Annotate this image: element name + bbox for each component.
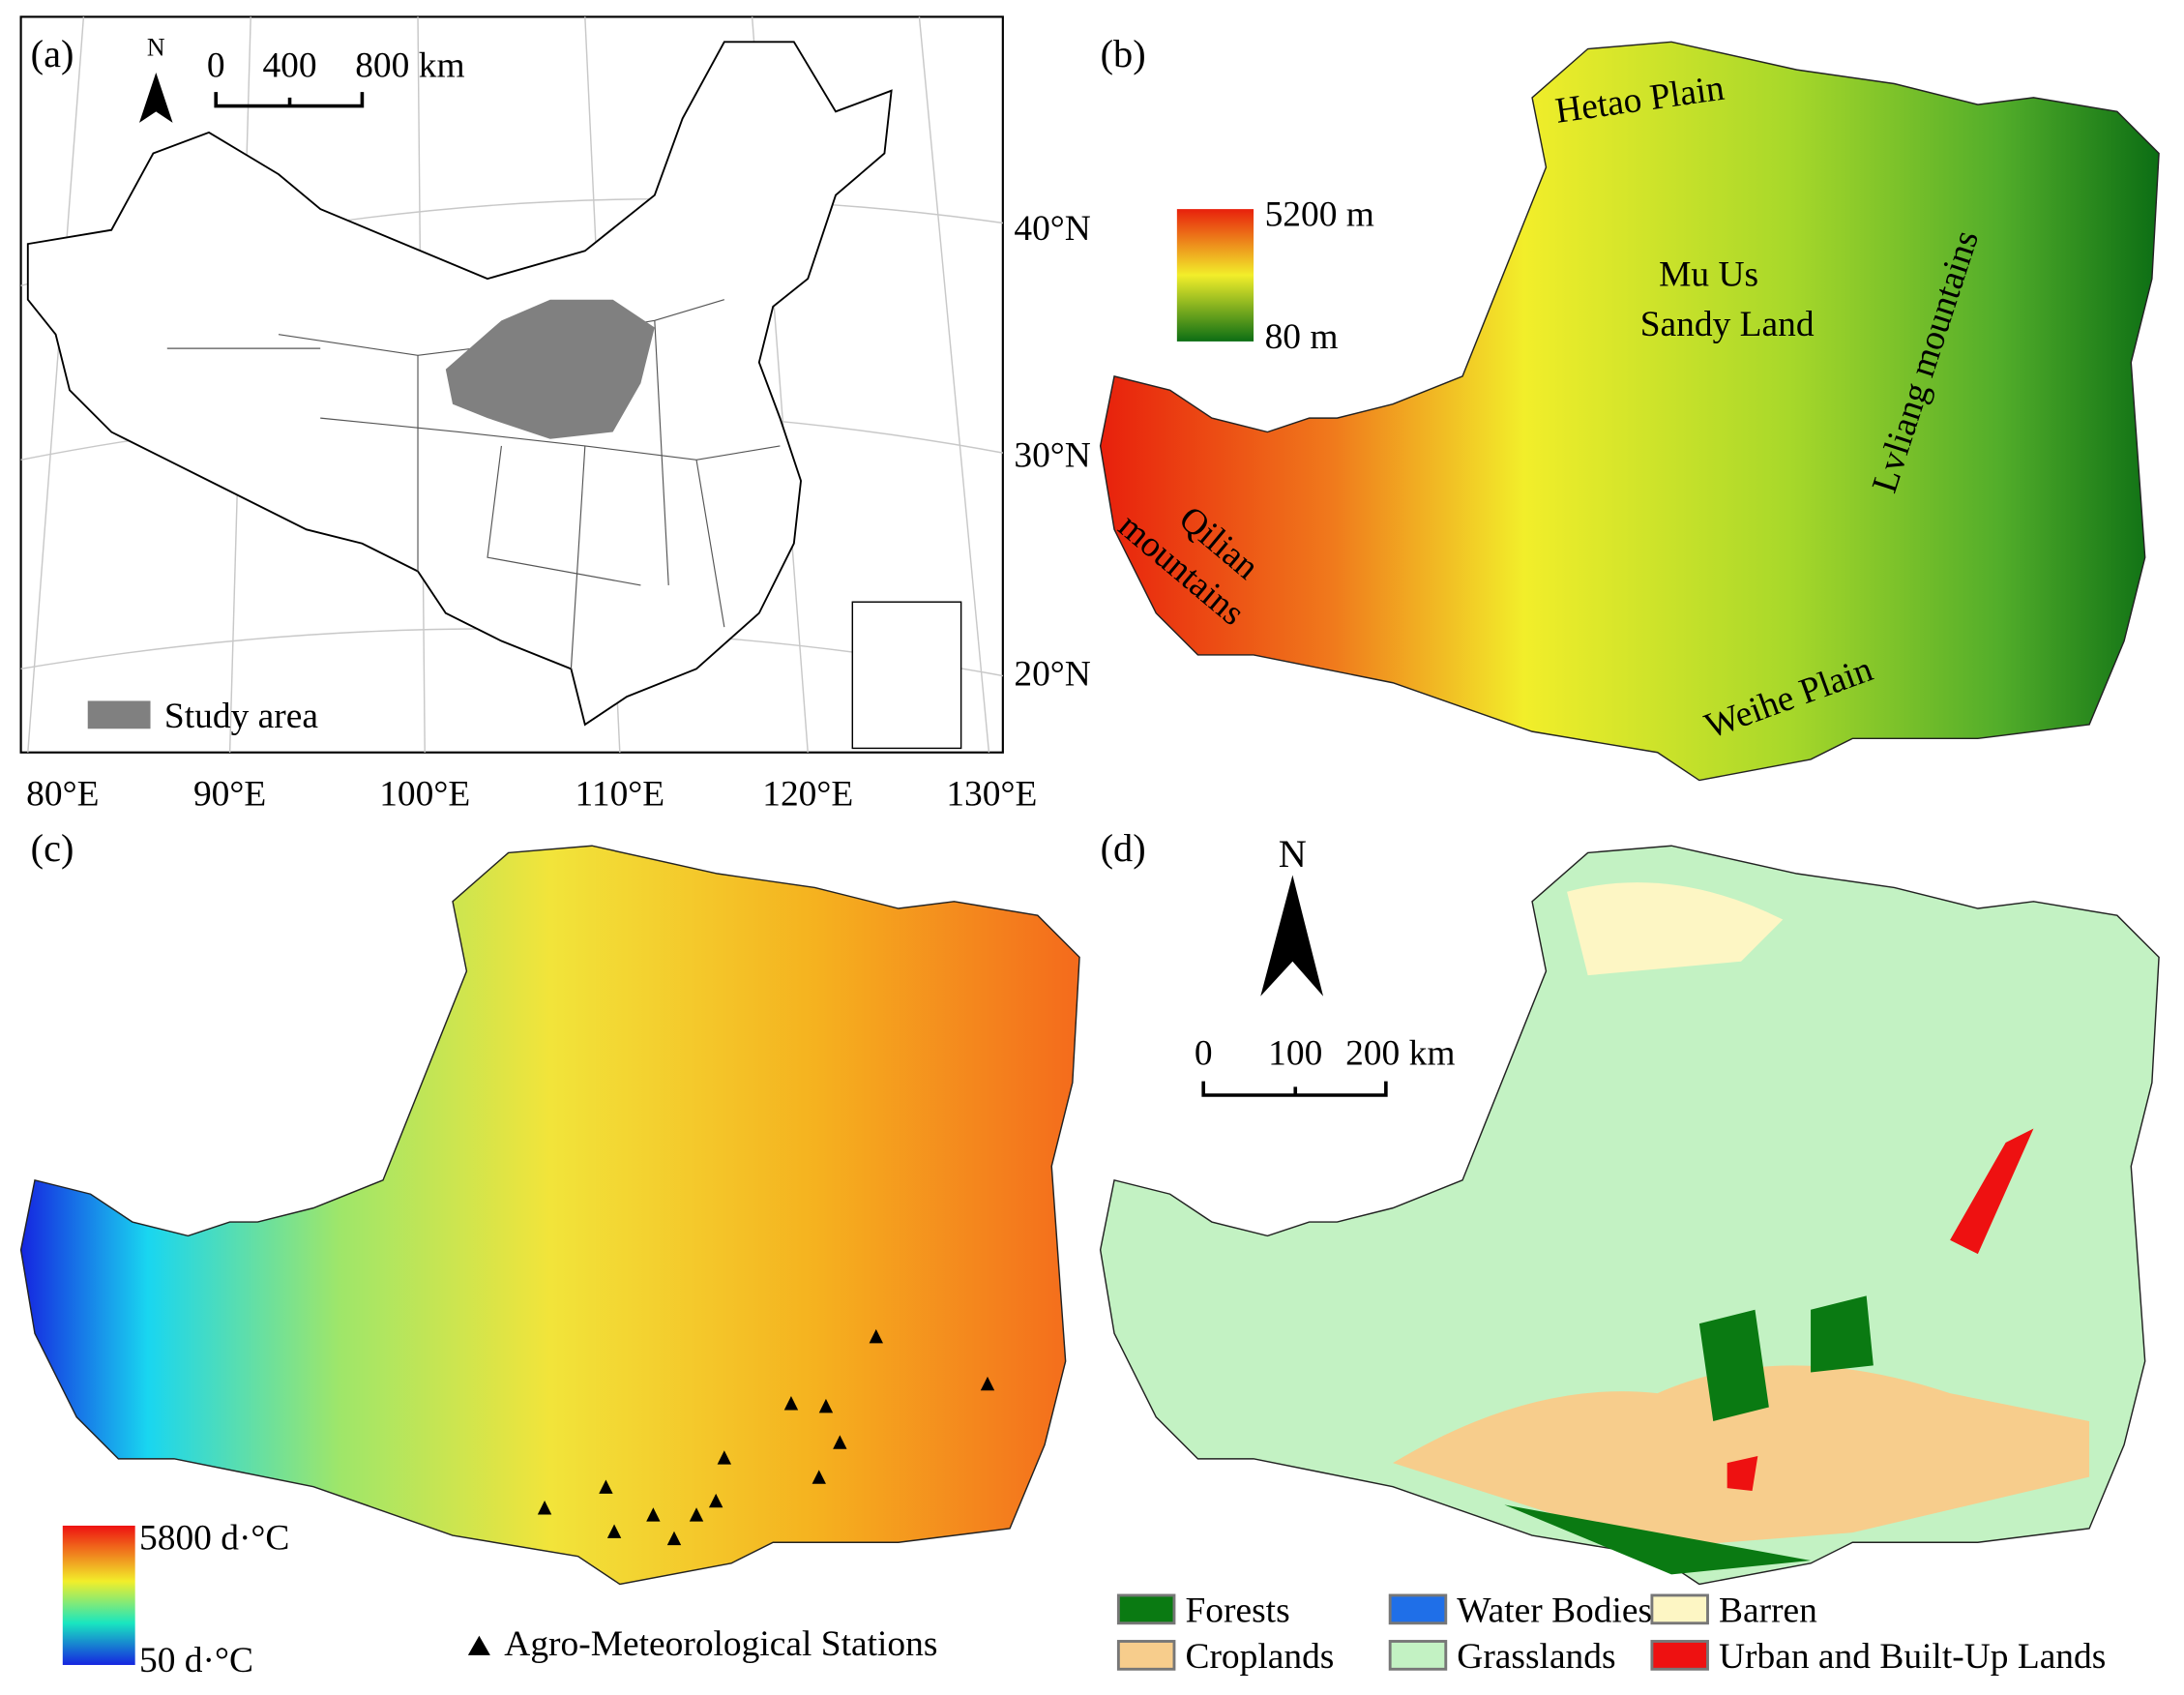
legend-label: Water Bodies bbox=[1457, 1591, 1652, 1630]
lon-label: 130°E bbox=[946, 774, 1037, 814]
station bbox=[537, 1501, 552, 1515]
urban-area bbox=[1727, 1128, 2034, 1491]
legend-swatch bbox=[1650, 1640, 1709, 1671]
legend-max: 5800 d·°C bbox=[139, 1518, 289, 1558]
legend-colorbar bbox=[1176, 209, 1254, 342]
lat-label: 40°N bbox=[1014, 209, 1090, 249]
lon-label: 80°E bbox=[26, 774, 99, 814]
panel-b: (b) 5200 m 80 m Hetao Plain Mu Us Sandy … bbox=[1099, 32, 2160, 782]
lon-label: 100°E bbox=[379, 774, 470, 814]
place-line: Sandy Land bbox=[1640, 305, 1815, 344]
legend-swatch bbox=[1388, 1593, 1448, 1625]
dem-map bbox=[1099, 41, 2160, 782]
station bbox=[599, 1479, 613, 1494]
scale-bar bbox=[1201, 1081, 1388, 1097]
scale-label: 0 bbox=[207, 45, 225, 85]
stations bbox=[537, 1328, 995, 1546]
forest-area bbox=[1504, 1295, 1874, 1575]
legend-swatch bbox=[1116, 1640, 1176, 1671]
place-label: Mu Us Sandy Land bbox=[1640, 254, 1815, 344]
scale-label: 100 bbox=[1268, 1033, 1322, 1073]
panel-label: (c) bbox=[31, 826, 74, 870]
north-label: N bbox=[1279, 832, 1307, 876]
legend-max: 5200 m bbox=[1265, 194, 1374, 234]
legend-label: Barren bbox=[1719, 1591, 1817, 1630]
station bbox=[646, 1507, 661, 1522]
inset-frame bbox=[851, 601, 962, 750]
panel-label: (b) bbox=[1101, 32, 1146, 75]
legend-swatch bbox=[87, 700, 151, 729]
legend-label: Forests bbox=[1185, 1591, 1289, 1630]
gdd-map bbox=[19, 845, 1080, 1586]
scale-label: 800 km bbox=[355, 45, 464, 85]
lat-label: 30°N bbox=[1014, 436, 1090, 476]
legend-swatch bbox=[1650, 1593, 1709, 1625]
legend-swatch bbox=[1116, 1593, 1176, 1625]
panel-label: (d) bbox=[1101, 826, 1146, 870]
station-legend-symbol bbox=[467, 1635, 490, 1655]
panel-label: (a) bbox=[31, 32, 74, 75]
legend-min: 80 m bbox=[1265, 317, 1339, 357]
scale-label: 400 bbox=[262, 45, 316, 85]
barren-area bbox=[1567, 882, 1784, 976]
scale-label: 0 bbox=[1195, 1033, 1213, 1073]
place-line: Mu Us bbox=[1659, 254, 1758, 294]
cropland-area bbox=[1393, 1365, 2090, 1547]
station bbox=[812, 1470, 826, 1484]
legend-colorbar bbox=[62, 1525, 135, 1665]
station bbox=[689, 1507, 704, 1522]
scale-label: 200 km bbox=[1345, 1033, 1455, 1073]
north-label: N bbox=[147, 34, 165, 62]
station bbox=[783, 1396, 799, 1411]
lon-label: 120°E bbox=[762, 774, 853, 814]
legend-label: Study area bbox=[164, 697, 318, 736]
lon-label: 90°E bbox=[193, 774, 266, 814]
panel-c: (c) 5800 d·°C 50 d·°C Agro-Meteorologica… bbox=[19, 826, 1080, 1680]
scale-bar bbox=[214, 92, 365, 108]
station bbox=[833, 1435, 847, 1449]
lon-label: 110°E bbox=[576, 774, 665, 814]
station bbox=[818, 1398, 834, 1413]
station bbox=[980, 1376, 995, 1391]
panel-a: N 0 400 800 km (a) 40°N 30°N 20°N 80°E 90… bbox=[19, 15, 1091, 814]
north-arrow bbox=[139, 72, 173, 123]
legend-swatch bbox=[1388, 1640, 1448, 1671]
station bbox=[869, 1328, 883, 1344]
legend-min: 50 d·°C bbox=[139, 1641, 253, 1680]
legend-label: Grasslands bbox=[1457, 1637, 1615, 1677]
legend-label: Urban and Built-Up Lands bbox=[1719, 1637, 2106, 1677]
lat-label: 20°N bbox=[1014, 655, 1090, 695]
north-arrow bbox=[1260, 875, 1324, 996]
panel-d: (d) N 0 100 200 km Forests Croplands Water… bbox=[1099, 826, 2160, 1677]
legend-label: Croplands bbox=[1185, 1637, 1334, 1677]
station-legend-label: Agro-Meteorological Stations bbox=[504, 1624, 937, 1664]
station bbox=[708, 1493, 723, 1508]
station bbox=[666, 1531, 682, 1546]
station bbox=[717, 1450, 732, 1465]
study-area bbox=[445, 299, 655, 439]
station bbox=[606, 1524, 622, 1538]
